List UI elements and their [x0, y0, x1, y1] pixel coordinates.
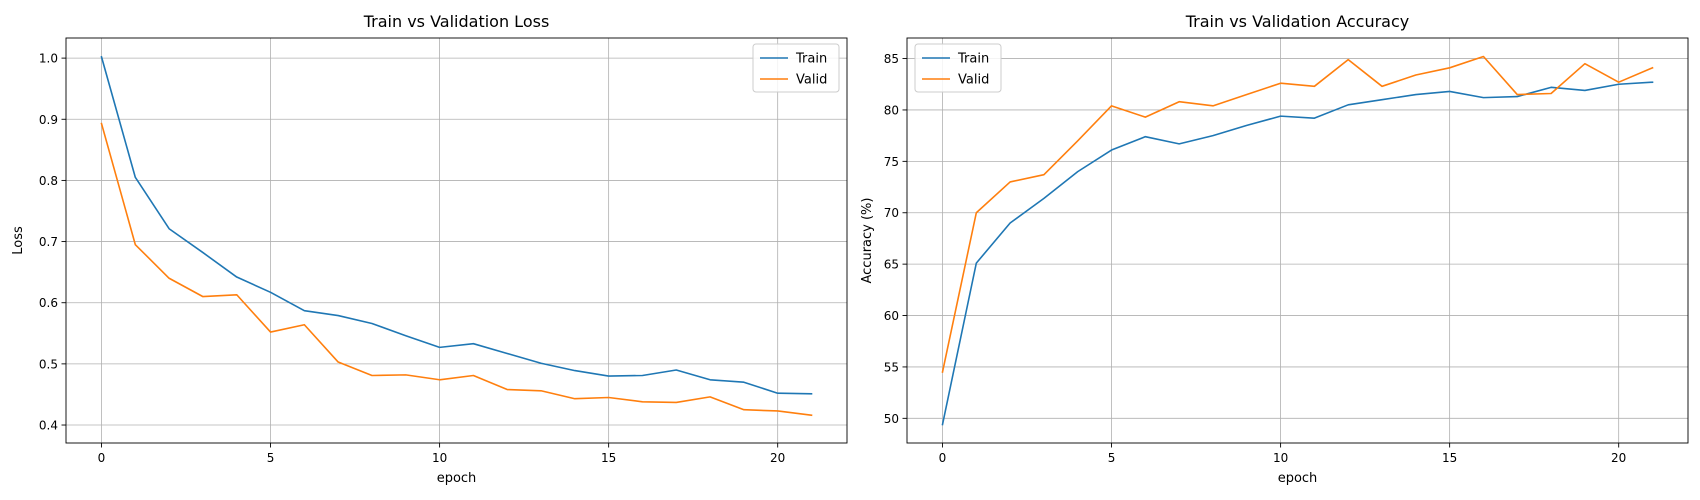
accuracy-chart: 0 5 10 15 20 50 55 60 65 70 75 80 85 Train vs Validat… — [860, 12, 1689, 486]
y-tick-label: 60 — [884, 309, 899, 323]
y-tick-label: 0.6 — [39, 296, 58, 310]
y-tick-label: 0.5 — [39, 357, 58, 371]
y-axis-label: Loss — [11, 226, 26, 255]
y-tick-label: 0.7 — [39, 235, 58, 249]
y-tick-label: 85 — [884, 52, 899, 66]
x-tick-label: 5 — [1108, 451, 1116, 465]
y-tick-label: 1.0 — [39, 52, 58, 66]
legend-label-train: Train — [795, 52, 827, 67]
x-tick-label: 0 — [98, 451, 106, 465]
y-tick-label: 0.9 — [39, 113, 58, 127]
legend: Train Valid — [752, 43, 840, 93]
y-tick-label: 70 — [884, 206, 899, 220]
chart-title: Train vs Validation Accuracy — [1185, 12, 1410, 31]
x-tick-label: 10 — [1273, 451, 1288, 465]
y-tick-label: 0.8 — [39, 174, 58, 188]
x-tick-label: 5 — [267, 451, 275, 465]
x-tick-label: 20 — [770, 451, 785, 465]
y-tick-label: 55 — [884, 360, 899, 374]
y-tick-label: 0.4 — [39, 419, 58, 433]
series-line-valid — [941, 55, 1654, 374]
legend-box — [914, 43, 1002, 93]
x-tick-label: 15 — [1442, 451, 1457, 465]
x-tick-label: 15 — [601, 451, 616, 465]
x-tick-label: 20 — [1611, 451, 1626, 465]
x-tick-label: 10 — [432, 451, 447, 465]
series-line-valid — [100, 122, 813, 417]
legend-label-valid: Valid — [796, 73, 827, 88]
y-tick-label: 50 — [884, 412, 899, 426]
y-axis-label: Accuracy (%) — [860, 198, 875, 284]
series-line-train — [941, 81, 1654, 426]
axes-frame — [906, 37, 1689, 444]
x-tick-label: 0 — [939, 451, 947, 465]
legend: Train Valid — [914, 43, 1002, 93]
legend-label-train: Train — [957, 52, 989, 67]
legend-label-valid: Valid — [958, 73, 989, 88]
y-tick-label: 80 — [884, 103, 899, 117]
y-tick-label: 65 — [884, 258, 899, 272]
chart-title: Train vs Validation Loss — [363, 12, 550, 31]
x-axis-label: epoch — [437, 471, 477, 486]
y-tick-label: 75 — [884, 155, 899, 169]
x-axis-label: epoch — [1278, 471, 1318, 486]
series-line-train — [100, 55, 813, 395]
axes-frame — [65, 37, 848, 444]
loss-chart: 0 5 10 15 20 0.4 0.5 0.6 0.7 0.8 0.9 1.0 Train vs Va… — [11, 12, 848, 486]
legend-box — [752, 43, 840, 93]
